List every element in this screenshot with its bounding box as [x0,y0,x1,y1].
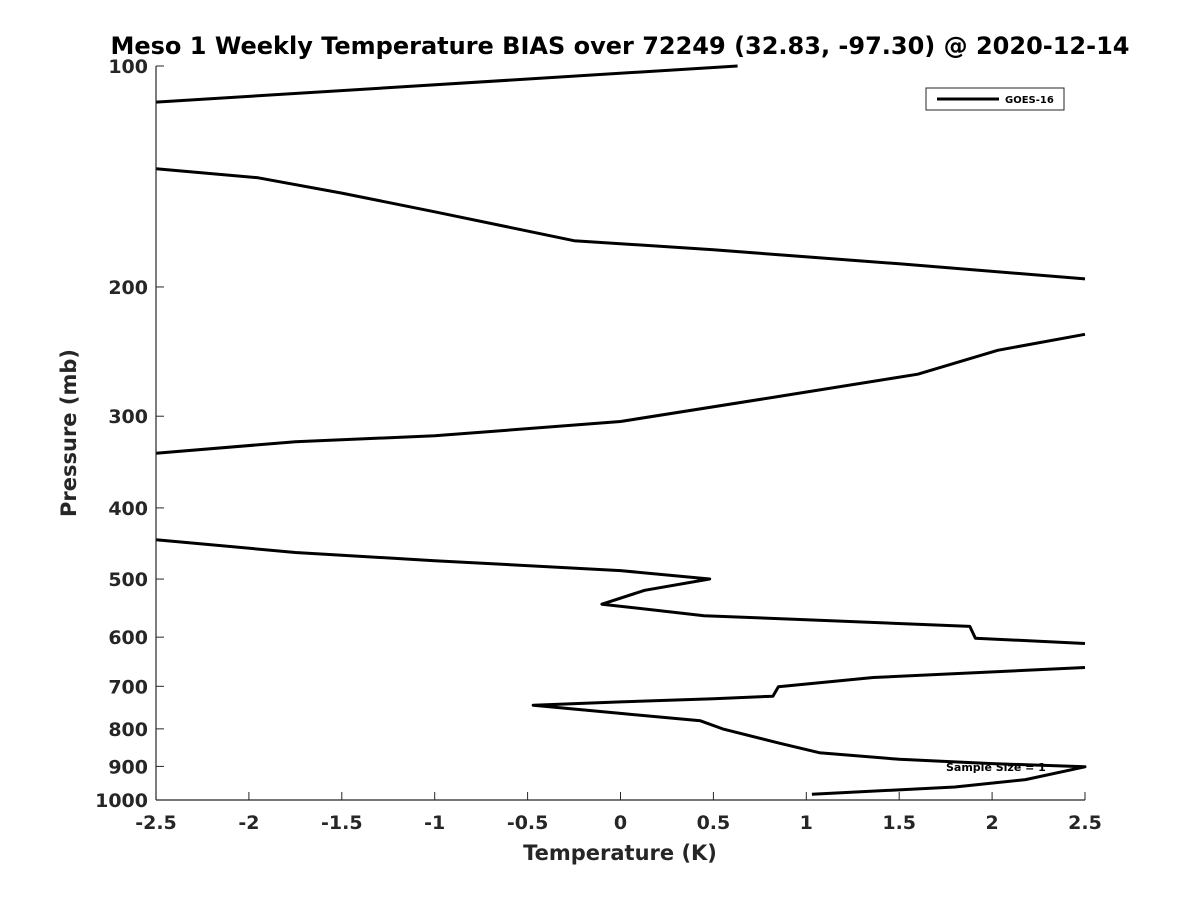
x-tick-label: -0.5 [507,812,549,834]
chart-title: Meso 1 Weekly Temperature BIAS over 7224… [110,32,1129,60]
x-tick-label: 2.5 [1068,812,1102,834]
axes-group [155,66,1085,801]
series-line-goes-16 [531,666,1087,796]
y-tick-label: 300 [108,406,148,428]
x-tick-label: 0.5 [697,812,731,834]
legend: GOES-16 [925,87,1065,111]
y-tick-label: 900 [108,756,148,778]
x-ticks-group: -2.5 -2 -1.5 -1 -0.5 0 0.5 1 1.5 2 2.5 [135,792,1102,834]
y-tick-label: 700 [108,676,148,698]
y-tick-label: 500 [108,569,148,591]
x-tick-label: -2.5 [135,812,177,834]
y-tick-label: 1000 [95,790,148,812]
x-axis-label: Temperature (K) [523,841,717,865]
x-tick-label: -1 [424,812,445,834]
series-line-goes-16 [155,64,738,104]
y-tick-label: 100 [108,56,148,78]
y-tick-label: 400 [108,498,148,520]
x-tick-label: -1.5 [321,812,363,834]
plot-series-group [155,64,1087,796]
x-tick-label: 0 [614,812,627,834]
series-line-goes-16 [155,167,1086,281]
series-line-goes-16 [155,332,1086,455]
x-tick-label: -2 [238,812,259,834]
x-tick-label: 2 [985,812,998,834]
y-tick-label: 600 [108,627,148,649]
x-tick-label: 1 [800,812,813,834]
legend-entry-goes-16: GOES-16 [1005,95,1054,106]
y-tick-label: 200 [108,277,148,299]
x-tick-label: 1.5 [882,812,916,834]
y-axis-label: Pressure (mb) [57,349,81,517]
sample-size-annotation: Sample Size = 1 [946,761,1046,774]
y-ticks-group: 100 200 300 400 500 600 700 800 900 1000 [95,56,164,812]
y-tick-label: 800 [108,719,148,741]
series-line-goes-16 [155,538,1086,645]
